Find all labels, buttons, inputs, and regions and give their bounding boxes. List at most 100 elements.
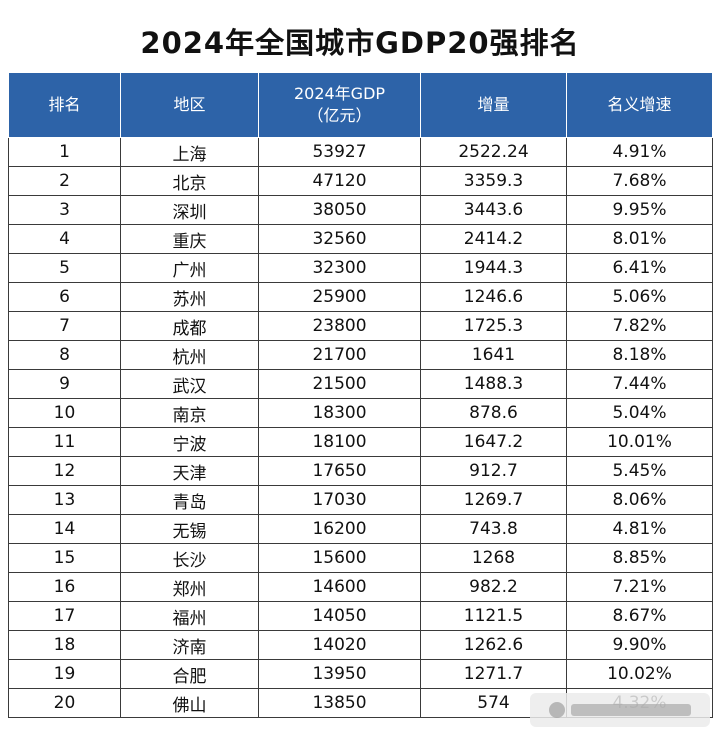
table-row: 5 广州 32300 1944.3 6.41% — [8, 253, 713, 283]
cell-increase: 1725.3 — [420, 311, 567, 341]
cell-rank: 13 — [8, 485, 121, 515]
cell-rank: 5 — [8, 253, 121, 283]
cell-rank: 15 — [8, 543, 121, 573]
cell-growth: 5.45% — [566, 456, 713, 486]
cell-gdp: 32300 — [258, 253, 421, 283]
cell-city: 佛山 — [120, 688, 259, 718]
cell-increase: 743.8 — [420, 514, 567, 544]
header-gdp: 2024年GDP （亿元） — [258, 72, 421, 138]
table-row: 9 武汉 21500 1488.3 7.44% — [8, 369, 713, 399]
cell-increase: 1269.7 — [420, 485, 567, 515]
cell-gdp: 25900 — [258, 282, 421, 312]
cell-increase: 1262.6 — [420, 630, 567, 660]
cell-city: 上海 — [120, 137, 259, 167]
table-row: 16 郑州 14600 982.2 7.21% — [8, 572, 713, 602]
cell-increase: 2414.2 — [420, 224, 567, 254]
header-gdp-line1: 2024年GDP — [293, 84, 386, 103]
header-row: 排名 地区 2024年GDP （亿元） 增量 名义增速 — [8, 72, 713, 138]
table-row: 2 北京 47120 3359.3 7.68% — [8, 166, 713, 196]
watermark — [530, 693, 710, 727]
table-row: 15 长沙 15600 1268 8.85% — [8, 543, 713, 573]
cell-growth: 7.82% — [566, 311, 713, 341]
cell-gdp: 16200 — [258, 514, 421, 544]
cell-growth: 10.01% — [566, 427, 713, 457]
cell-rank: 20 — [8, 688, 121, 718]
cell-rank: 10 — [8, 398, 121, 428]
cell-growth: 4.91% — [566, 137, 713, 167]
cell-city: 重庆 — [120, 224, 259, 254]
cell-gdp: 14020 — [258, 630, 421, 660]
cell-city: 武汉 — [120, 369, 259, 399]
header-rank: 排名 — [8, 72, 121, 138]
table-row: 18 济南 14020 1262.6 9.90% — [8, 630, 713, 660]
table-row: 4 重庆 32560 2414.2 8.01% — [8, 224, 713, 254]
gdp-ranking-table: 排名 地区 2024年GDP （亿元） 增量 名义增速 1 上海 53927 2522… — [8, 72, 713, 718]
header-region: 地区 — [120, 72, 259, 138]
cell-city: 天津 — [120, 456, 259, 486]
cell-increase: 982.2 — [420, 572, 567, 602]
cell-growth: 5.06% — [566, 282, 713, 312]
cell-city: 济南 — [120, 630, 259, 660]
cell-growth: 7.21% — [566, 572, 713, 602]
cell-rank: 2 — [8, 166, 121, 196]
cell-increase: 2522.24 — [420, 137, 567, 167]
table-row: 14 无锡 16200 743.8 4.81% — [8, 514, 713, 544]
cell-rank: 4 — [8, 224, 121, 254]
cell-growth: 6.41% — [566, 253, 713, 283]
table-row: 6 苏州 25900 1246.6 5.06% — [8, 282, 713, 312]
cell-increase: 1268 — [420, 543, 567, 573]
cell-gdp: 38050 — [258, 195, 421, 225]
watermark-logo-icon — [549, 702, 565, 718]
cell-gdp: 21700 — [258, 340, 421, 370]
cell-increase: 1647.2 — [420, 427, 567, 457]
header-gdp-line2: （亿元） — [307, 106, 372, 125]
cell-increase: 1641 — [420, 340, 567, 370]
cell-city: 杭州 — [120, 340, 259, 370]
cell-increase: 1121.5 — [420, 601, 567, 631]
cell-city: 广州 — [120, 253, 259, 283]
cell-city: 宁波 — [120, 427, 259, 457]
cell-growth: 8.01% — [566, 224, 713, 254]
cell-city: 长沙 — [120, 543, 259, 573]
cell-gdp: 21500 — [258, 369, 421, 399]
cell-growth: 7.44% — [566, 369, 713, 399]
table-header: 排名 地区 2024年GDP （亿元） 增量 名义增速 — [8, 72, 713, 138]
table-row: 7 成都 23800 1725.3 7.82% — [8, 311, 713, 341]
cell-city: 成都 — [120, 311, 259, 341]
cell-gdp: 17030 — [258, 485, 421, 515]
cell-rank: 18 — [8, 630, 121, 660]
table-row: 13 青岛 17030 1269.7 8.06% — [8, 485, 713, 515]
cell-increase: 912.7 — [420, 456, 567, 486]
cell-increase: 1271.7 — [420, 659, 567, 689]
cell-increase: 1246.6 — [420, 282, 567, 312]
cell-rank: 8 — [8, 340, 121, 370]
cell-city: 深圳 — [120, 195, 259, 225]
table-row: 3 深圳 38050 3443.6 9.95% — [8, 195, 713, 225]
cell-increase: 3443.6 — [420, 195, 567, 225]
cell-gdp: 47120 — [258, 166, 421, 196]
cell-rank: 9 — [8, 369, 121, 399]
cell-city: 北京 — [120, 166, 259, 196]
header-increase: 增量 — [420, 72, 567, 138]
cell-gdp: 14600 — [258, 572, 421, 602]
cell-rank: 17 — [8, 601, 121, 631]
cell-rank: 11 — [8, 427, 121, 457]
watermark-text-block — [571, 704, 691, 716]
cell-rank: 14 — [8, 514, 121, 544]
cell-rank: 12 — [8, 456, 121, 486]
cell-growth: 9.90% — [566, 630, 713, 660]
cell-rank: 6 — [8, 282, 121, 312]
table-row: 1 上海 53927 2522.24 4.91% — [8, 137, 713, 167]
cell-growth: 5.04% — [566, 398, 713, 428]
cell-growth: 9.95% — [566, 195, 713, 225]
cell-gdp: 15600 — [258, 543, 421, 573]
header-growth: 名义增速 — [566, 72, 713, 138]
cell-city: 合肥 — [120, 659, 259, 689]
cell-rank: 1 — [8, 137, 121, 167]
table-body: 1 上海 53927 2522.24 4.91% 2 北京 47120 3359.3 7.68% 3… — [8, 137, 713, 718]
page-title: 2024年全国城市GDP20强排名 — [140, 26, 580, 60]
cell-increase: 878.6 — [420, 398, 567, 428]
cell-rank: 7 — [8, 311, 121, 341]
cell-increase: 3359.3 — [420, 166, 567, 196]
